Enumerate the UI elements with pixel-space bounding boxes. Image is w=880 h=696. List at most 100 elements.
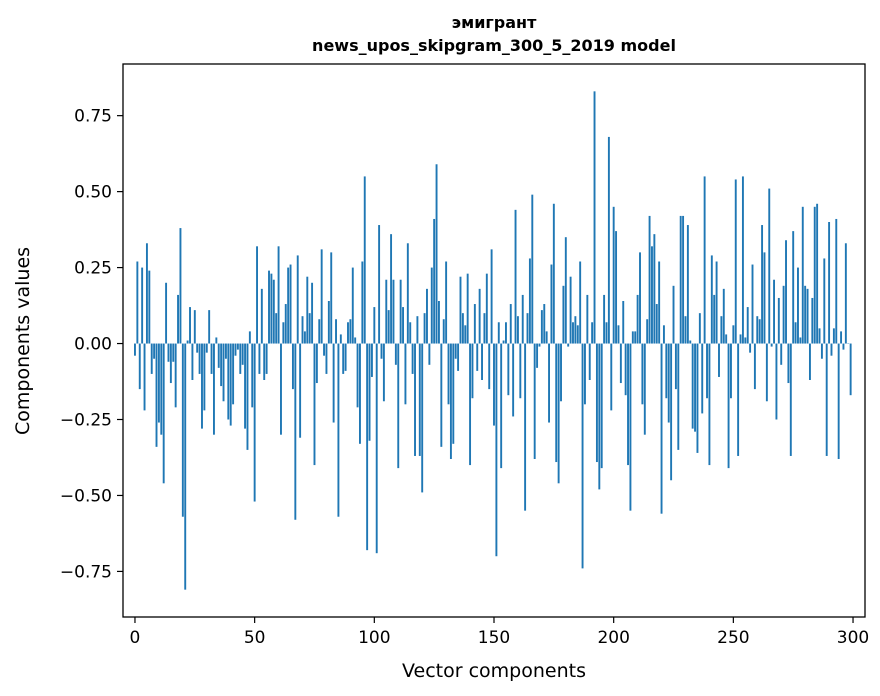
bar-13 bbox=[165, 282, 168, 344]
bar-252 bbox=[737, 343, 740, 456]
bar-2 bbox=[138, 343, 141, 390]
bar-96 bbox=[363, 176, 366, 344]
y-tick-label: 0.25 bbox=[74, 259, 112, 279]
bar-143 bbox=[476, 343, 479, 371]
bar-208 bbox=[631, 331, 634, 344]
bar-185 bbox=[576, 325, 579, 344]
bar-184 bbox=[574, 316, 577, 344]
bar-117 bbox=[414, 343, 416, 456]
x-tick-label: 100 bbox=[358, 628, 390, 648]
bar-148 bbox=[488, 343, 491, 390]
bar-6 bbox=[148, 270, 151, 344]
bar-90 bbox=[349, 319, 352, 344]
bar-213 bbox=[643, 343, 646, 435]
bar-204 bbox=[622, 301, 625, 344]
y-axis-label: Components values bbox=[12, 247, 34, 435]
bar-244 bbox=[718, 343, 720, 377]
bar-31 bbox=[208, 310, 211, 344]
chart-subtitle: news_upos_skipgram_300_5_2019 model bbox=[312, 36, 676, 55]
bar-186 bbox=[579, 261, 582, 344]
bar-263 bbox=[763, 252, 766, 344]
bar-18 bbox=[177, 294, 179, 344]
bar-151 bbox=[495, 343, 498, 557]
bar-286 bbox=[818, 328, 821, 344]
bar-262 bbox=[761, 225, 764, 344]
bar-58 bbox=[272, 279, 275, 344]
bar-296 bbox=[842, 343, 845, 350]
bar-272 bbox=[785, 240, 787, 344]
bar-194 bbox=[598, 343, 601, 490]
bar-77 bbox=[318, 319, 321, 344]
bar-217 bbox=[653, 234, 656, 344]
bar-241 bbox=[710, 255, 713, 344]
bar-8 bbox=[153, 343, 156, 359]
bar-28 bbox=[201, 343, 203, 429]
bar-250 bbox=[732, 325, 735, 344]
bar-144 bbox=[478, 288, 481, 344]
bar-55 bbox=[265, 343, 268, 374]
bar-104 bbox=[382, 343, 385, 402]
bar-128 bbox=[440, 343, 443, 447]
bar-256 bbox=[746, 307, 749, 344]
bar-136 bbox=[459, 276, 462, 344]
bar-268 bbox=[775, 343, 778, 420]
bar-126 bbox=[435, 164, 438, 344]
bar-135 bbox=[457, 343, 460, 371]
bar-176 bbox=[555, 343, 558, 463]
bar-68 bbox=[296, 255, 299, 344]
bar-69 bbox=[299, 343, 302, 438]
bar-146 bbox=[483, 313, 486, 344]
bar-7 bbox=[150, 343, 153, 374]
bar-271 bbox=[782, 285, 785, 344]
bar-129 bbox=[442, 319, 445, 344]
bar-275 bbox=[792, 231, 795, 344]
bar-276 bbox=[794, 322, 797, 344]
bar-48 bbox=[248, 331, 251, 344]
bar-191 bbox=[591, 322, 594, 344]
bar-95 bbox=[361, 261, 364, 344]
bar-156 bbox=[507, 343, 510, 396]
bar-141 bbox=[471, 343, 474, 399]
bar-211 bbox=[639, 252, 641, 344]
bar-120 bbox=[421, 343, 424, 493]
bar-190 bbox=[588, 343, 591, 380]
bar-26 bbox=[196, 343, 199, 353]
bar-240 bbox=[708, 343, 711, 466]
bar-172 bbox=[545, 331, 548, 344]
bar-76 bbox=[315, 343, 318, 384]
bar-180 bbox=[564, 237, 567, 344]
bar-209 bbox=[634, 331, 637, 344]
bar-109 bbox=[394, 343, 397, 365]
bar-106 bbox=[387, 310, 390, 344]
bar-281 bbox=[806, 288, 809, 344]
bar-269 bbox=[777, 297, 780, 344]
bar-163 bbox=[524, 343, 527, 511]
bar-245 bbox=[720, 316, 723, 344]
bar-38 bbox=[224, 343, 227, 359]
bar-1 bbox=[136, 261, 139, 344]
bar-113 bbox=[404, 343, 407, 405]
x-tick-label: 300 bbox=[837, 628, 869, 648]
bar-225 bbox=[672, 285, 675, 344]
bar-174 bbox=[550, 264, 553, 344]
bar-157 bbox=[509, 304, 512, 344]
bar-57 bbox=[270, 273, 273, 344]
bar-103 bbox=[380, 343, 383, 359]
bar-168 bbox=[536, 343, 539, 368]
bar-243 bbox=[715, 261, 718, 344]
x-tick-label: 200 bbox=[597, 628, 629, 648]
bar-53 bbox=[260, 288, 263, 344]
x-axis-label: Vector components bbox=[402, 660, 586, 682]
bar-101 bbox=[375, 343, 378, 554]
bar-253 bbox=[739, 334, 742, 344]
bar-102 bbox=[378, 225, 381, 344]
bar-197 bbox=[605, 322, 608, 344]
bar-216 bbox=[651, 246, 653, 344]
bar-187 bbox=[581, 343, 584, 569]
bar-282 bbox=[808, 343, 811, 380]
bar-118 bbox=[416, 316, 419, 344]
bar-20 bbox=[181, 343, 184, 517]
bar-39 bbox=[227, 343, 230, 420]
bar-108 bbox=[392, 279, 395, 344]
